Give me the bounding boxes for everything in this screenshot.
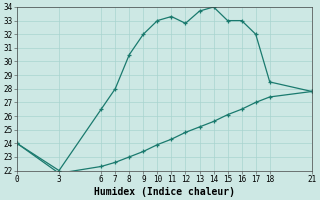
X-axis label: Humidex (Indice chaleur): Humidex (Indice chaleur): [94, 186, 235, 197]
